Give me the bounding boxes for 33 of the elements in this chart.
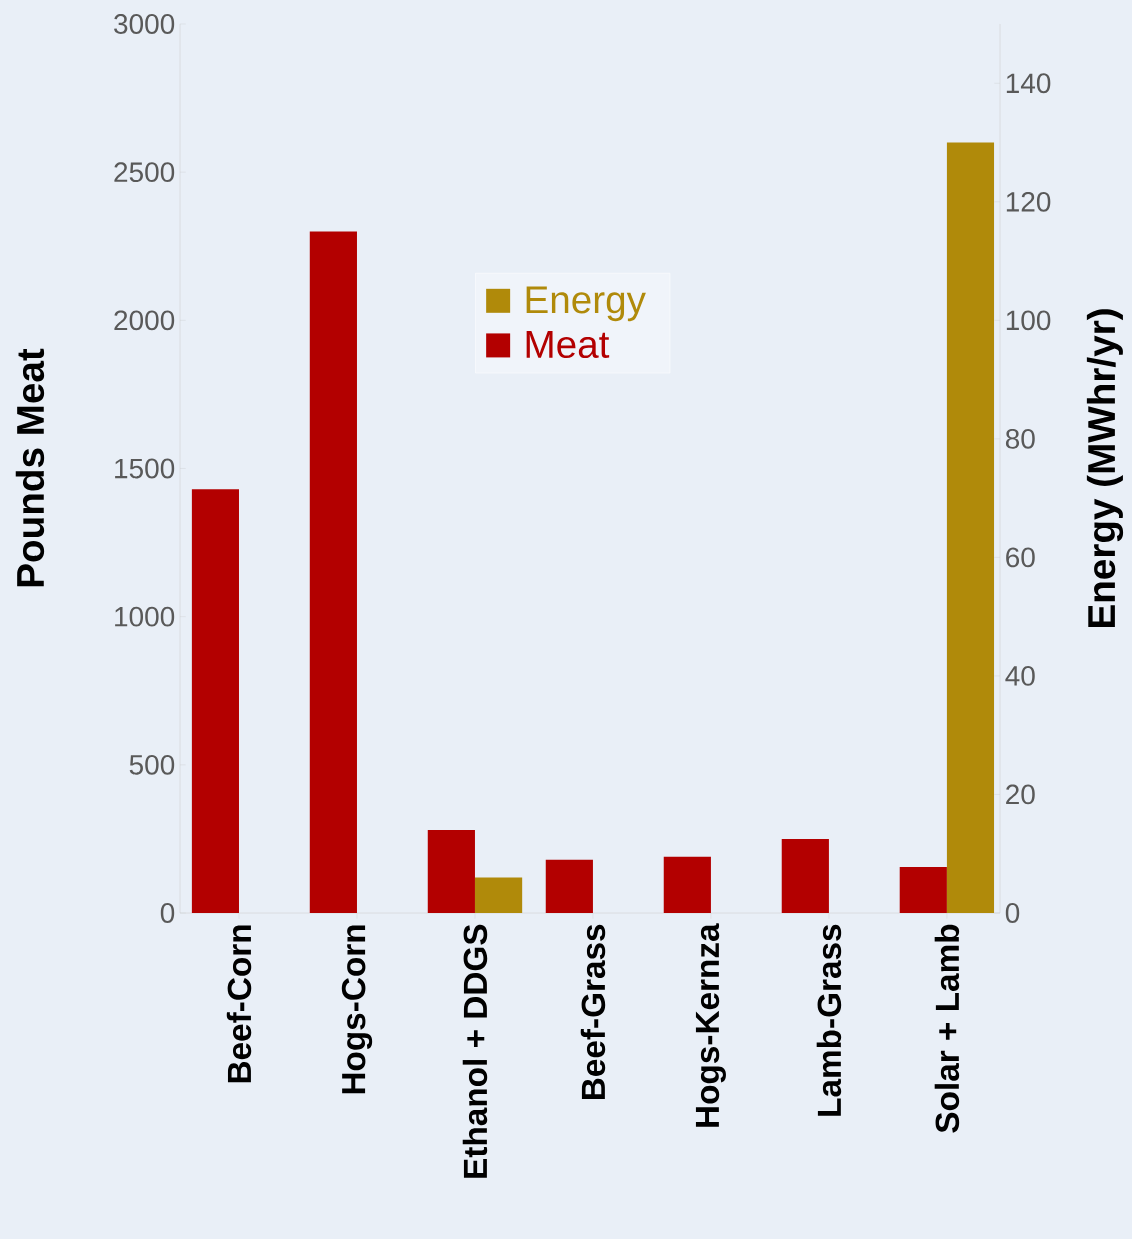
- y2-tick-label: 100: [1006, 310, 1051, 331]
- y-tick-label: 500: [129, 754, 175, 775]
- bar: [545, 859, 593, 913]
- x-tick-label: Lamb-Grass: [816, 924, 842, 1116]
- y2-tick-label: 40: [1005, 666, 1035, 686]
- x-tick-label: Hogs-Kernza: [695, 923, 726, 1127]
- y2-tick-label: 120: [1006, 191, 1051, 212]
- bar: [899, 867, 947, 913]
- y2-tick-label: 60: [1006, 547, 1035, 568]
- x-tick-label: Beef-Grass: [580, 924, 606, 1100]
- y-tick-label: 2500: [114, 162, 175, 183]
- bar: [427, 830, 475, 913]
- y-tick-label: 0: [160, 903, 175, 923]
- y2-axis-title: Energy (MWhr/yr): [1086, 309, 1124, 628]
- x-tick-label: Beef-Corn: [226, 925, 252, 1083]
- y-tick-label: 1000: [115, 606, 175, 627]
- legend-label: Energy: [526, 286, 646, 322]
- x-tick-label: Solar + Lamb: [934, 924, 960, 1133]
- y2-tick-label: 0: [1005, 903, 1020, 923]
- y-axis-title: Pounds Meat: [15, 348, 45, 587]
- bar: [663, 856, 711, 913]
- bar: [309, 231, 357, 913]
- legend-label: Meat: [526, 331, 610, 359]
- y-tick-label: 2000: [114, 310, 175, 331]
- y-tick-label: 1500: [115, 458, 175, 479]
- x-tick-label: Ethanol + DDGS: [462, 924, 488, 1178]
- bar: [781, 838, 829, 913]
- y2-tick-label: 80: [1005, 428, 1035, 449]
- y2-tick-label: 140: [1006, 73, 1051, 94]
- bar: [191, 489, 239, 913]
- x-tick-label: Hogs-Corn: [341, 925, 373, 1094]
- y2-tick-label: 20: [1006, 784, 1035, 805]
- y-tick-label: 3000: [114, 14, 175, 34]
